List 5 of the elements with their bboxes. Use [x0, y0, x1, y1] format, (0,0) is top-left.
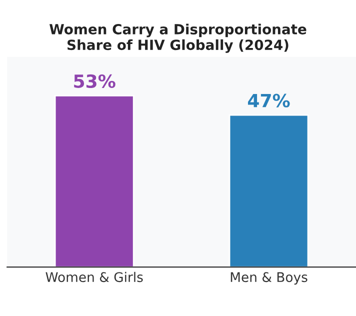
data-label: 53%: [74, 74, 116, 88]
chart-title: Women Carry a Disproportionate Share of HIV Globally (2024): [50, 24, 306, 53]
x-tick-label: Women & Girls: [46, 272, 143, 282]
data-label: 47%: [248, 94, 290, 108]
x-tick-label: Men & Boys: [230, 272, 308, 285]
